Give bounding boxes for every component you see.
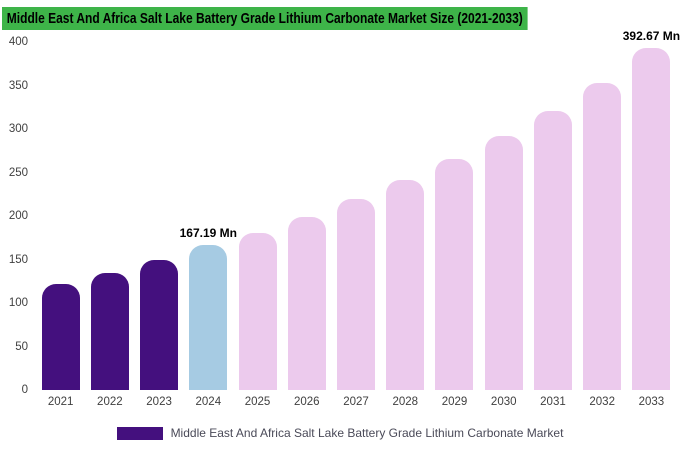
chart-title: Middle East And Africa Salt Lake Battery… [2, 7, 528, 30]
y-axis-tick: 400 [8, 36, 28, 48]
bar-2024 [189, 244, 228, 390]
x-axis: 2021 2022 2023 2024 2025 2026 2027 2028 2029 2030… [36, 396, 676, 408]
bar-slot [381, 42, 430, 390]
y-axis-tick: 300 [8, 123, 28, 135]
bar-2025 [238, 232, 277, 390]
x-axis-tick: 2025 [244, 396, 271, 408]
y-axis-tick: 350 [8, 79, 28, 92]
x-axis-tick: 2022 [97, 396, 123, 408]
bar-2023 [140, 260, 179, 390]
bar-2031 [533, 110, 572, 390]
bar-2028 [386, 180, 425, 390]
bar-slot [578, 42, 627, 390]
bar-2029 [435, 159, 474, 390]
x-axis-tick: 2024 [195, 396, 222, 408]
bar-2032 [583, 82, 622, 390]
x-axis-tick: 2021 [47, 396, 74, 408]
legend-label: Middle East And Africa Salt Lake Battery… [170, 426, 564, 440]
y-axis-tick: 100 [8, 297, 28, 309]
bar-slot [282, 42, 331, 390]
bar-2021 [41, 283, 80, 390]
bar-slot [36, 42, 85, 390]
bar-slot [85, 42, 134, 390]
bar-2026 [287, 216, 326, 390]
x-axis-tick: 2028 [392, 396, 419, 408]
bar-2033 [632, 48, 671, 390]
x-axis-tick: 2032 [589, 396, 615, 408]
bar-slot: 392.67 Mn [623, 29, 680, 390]
y-axis-tick: 50 [15, 340, 28, 353]
bar-value-label: 167.19 Mn [179, 225, 237, 240]
y-axis: 0 50 100 150 200 250 300 350 400 [0, 36, 30, 396]
bar-slot [528, 42, 577, 390]
bar-value-label: 392.67 Mn [622, 29, 680, 44]
x-axis-tick: 2030 [490, 396, 517, 408]
x-axis-tick: 2029 [441, 396, 468, 408]
y-axis-tick: 0 [21, 384, 28, 396]
bar-2030 [484, 135, 523, 390]
bar-slot [479, 42, 528, 390]
y-axis-tick: 250 [8, 166, 28, 179]
plot-area: 167.19 Mn 392.67 Mn [36, 29, 680, 390]
y-axis-tick: 150 [8, 253, 28, 266]
x-axis-tick: 2027 [343, 396, 369, 408]
x-axis-tick: 2033 [638, 396, 665, 408]
bar-slot [233, 42, 282, 390]
bar-slot: 167.19 Mn [180, 42, 237, 390]
legend: Middle East And Africa Salt Lake Battery… [0, 426, 680, 440]
bar-slot [430, 42, 479, 390]
x-axis-tick: 2023 [146, 396, 172, 408]
bar-slot [134, 42, 183, 390]
legend-swatch [116, 426, 163, 440]
x-axis-tick: 2031 [540, 396, 566, 408]
y-axis-tick: 200 [8, 210, 28, 222]
bar-2022 [90, 272, 129, 390]
bar-2027 [337, 199, 376, 390]
bar-slot [331, 42, 380, 390]
x-axis-tick: 2026 [293, 396, 320, 408]
